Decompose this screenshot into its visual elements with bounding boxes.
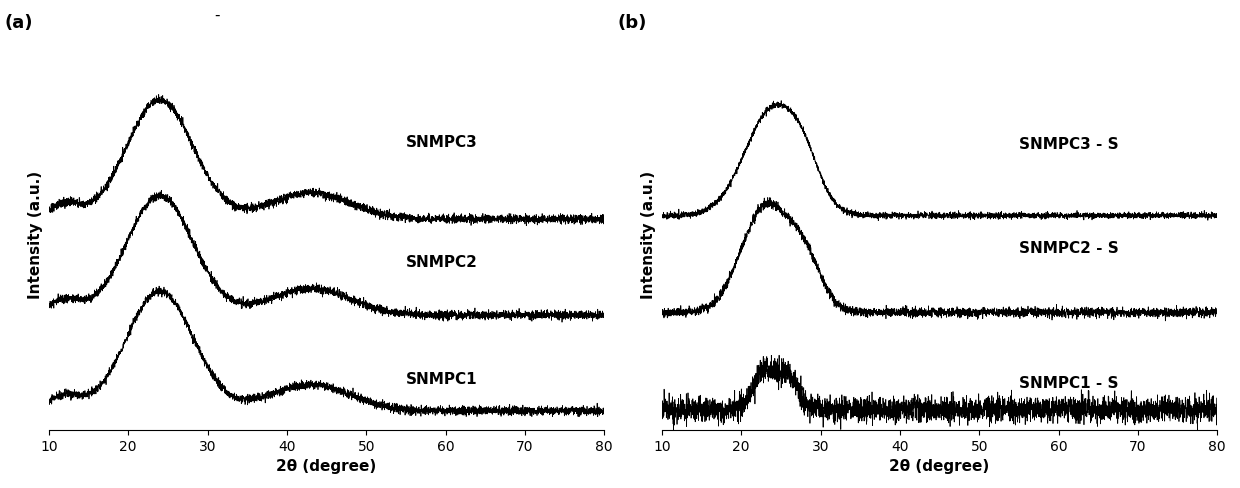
Y-axis label: Intensity (a.u.): Intensity (a.u.) [29,171,43,299]
Text: SNMPC3: SNMPC3 [405,135,477,150]
X-axis label: 2θ (degree): 2θ (degree) [889,459,990,474]
Text: (b): (b) [618,14,647,32]
Text: (a): (a) [5,14,33,32]
X-axis label: 2θ (degree): 2θ (degree) [277,459,377,474]
Text: -: - [215,7,219,22]
Text: SNMPC1: SNMPC1 [405,372,477,387]
Y-axis label: Intensity (a.u.): Intensity (a.u.) [641,171,656,299]
Text: SNMPC2: SNMPC2 [405,255,477,270]
Text: SNMPC1 - S: SNMPC1 - S [1019,376,1118,391]
Text: SNMPC2 - S: SNMPC2 - S [1019,241,1118,256]
Text: SNMPC3 - S: SNMPC3 - S [1019,137,1118,152]
